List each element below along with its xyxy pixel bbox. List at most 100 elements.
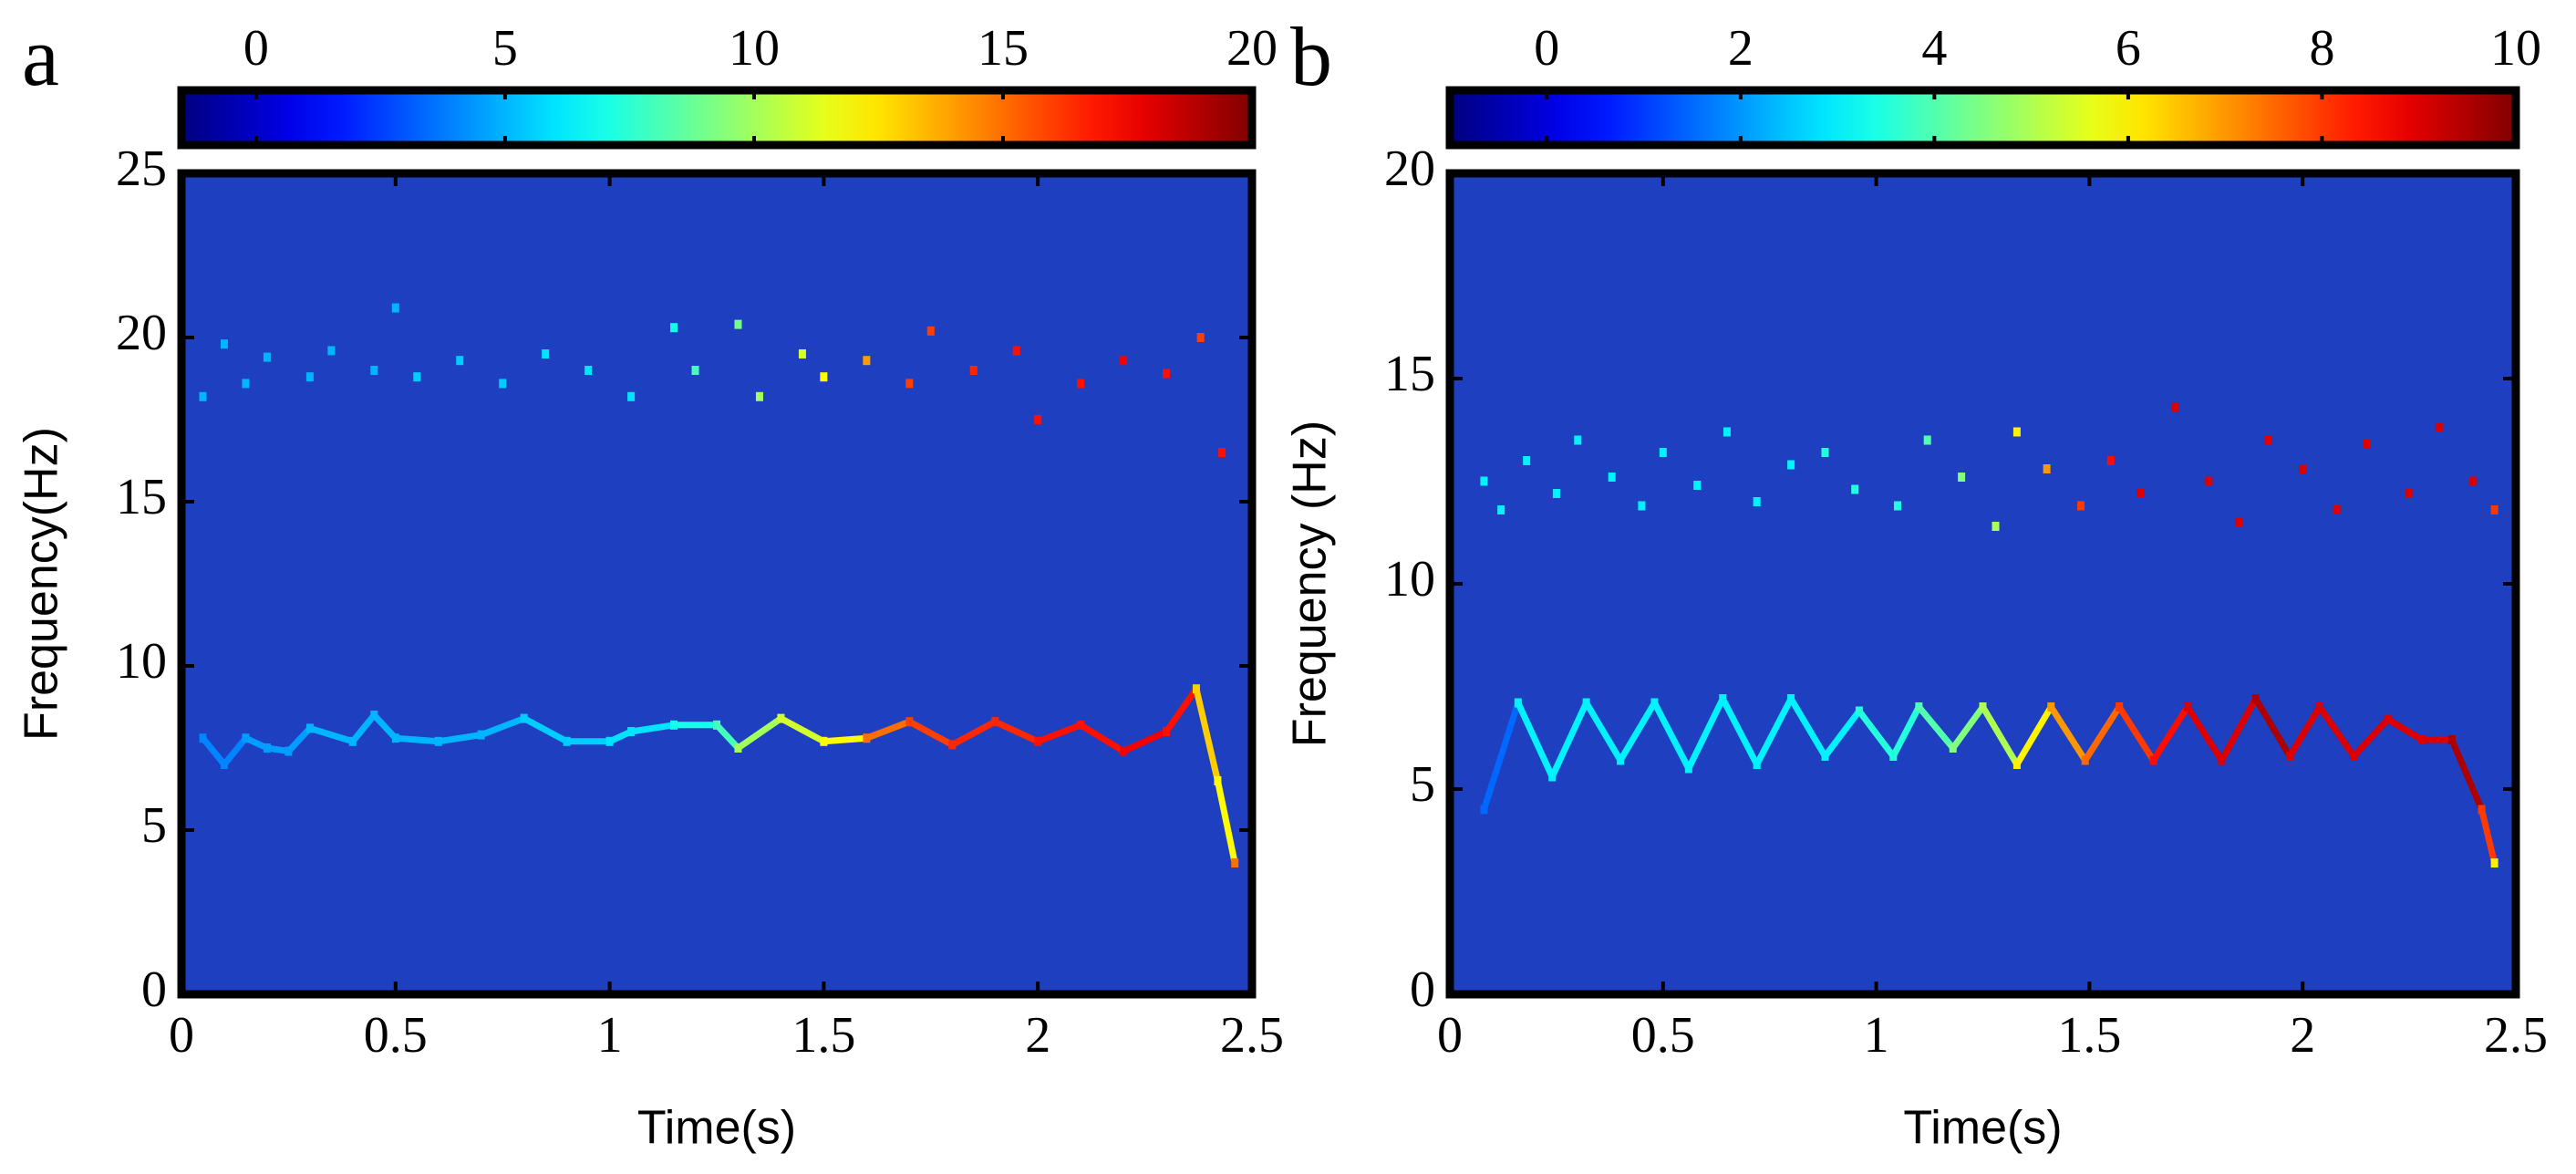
x-tick-label: 2 — [1025, 1007, 1050, 1064]
ridge-segment — [2048, 705, 2088, 763]
ridge-segment — [1651, 701, 1691, 771]
point — [1753, 497, 1761, 506]
point — [2012, 760, 2021, 769]
point — [2264, 435, 2272, 445]
point — [2047, 702, 2055, 712]
point — [1497, 505, 1505, 514]
y-tick-label: 5 — [141, 797, 167, 854]
point — [991, 717, 999, 727]
colorbar-tick-label: 2 — [1728, 20, 1754, 77]
ridge-segment — [1916, 704, 1956, 751]
point — [220, 339, 228, 349]
y-axis-label: Frequency(Hz) — [16, 427, 68, 741]
ridge-segment — [1890, 705, 1922, 758]
point — [1214, 776, 1222, 785]
x-tick-label: 2.5 — [1220, 1007, 1284, 1064]
ridge-segment — [2219, 697, 2259, 763]
panel-label: a — [22, 10, 59, 103]
point — [1889, 752, 1898, 761]
point — [456, 356, 464, 366]
point — [305, 372, 314, 382]
y-axis-label: Frequency (Hz) — [1284, 421, 1337, 747]
ridge-segment — [2351, 717, 2391, 759]
point — [734, 319, 742, 329]
point — [1923, 435, 1931, 445]
y-tick-label: 15 — [1384, 346, 1435, 402]
point — [327, 346, 336, 356]
point — [1659, 448, 1667, 457]
point — [1034, 415, 1042, 424]
point — [305, 723, 314, 733]
y-tick-label: 0 — [141, 961, 167, 1018]
colorbar-tick-label: 0 — [1534, 20, 1559, 77]
point — [1949, 743, 1957, 753]
ridge-segment — [1164, 687, 1199, 734]
y-tick-label: 20 — [116, 305, 167, 361]
ridge-segment — [395, 734, 440, 745]
point — [1480, 805, 1488, 815]
point — [2384, 714, 2392, 724]
point — [2286, 752, 2294, 761]
point — [926, 326, 935, 336]
point — [2333, 505, 2341, 514]
ridge-segment — [2013, 705, 2054, 766]
point — [2043, 464, 2051, 473]
point — [1523, 456, 1531, 465]
point — [1821, 752, 1829, 761]
x-tick-label: 1 — [597, 1007, 623, 1064]
ridge-segment — [823, 734, 867, 745]
ridge-segment — [1950, 704, 1986, 751]
colorbar — [177, 86, 1257, 150]
point — [370, 711, 378, 720]
point — [1991, 522, 2000, 531]
point — [1684, 764, 1692, 774]
ridge-segment — [2184, 705, 2225, 763]
y-tick-label: 0 — [1410, 961, 1435, 1018]
ridge-segment — [630, 722, 675, 735]
point — [1034, 736, 1042, 746]
ridge-segment — [736, 715, 783, 751]
point — [1851, 484, 1859, 494]
point — [1480, 476, 1488, 486]
ridge-segment — [2150, 705, 2190, 763]
point — [1196, 333, 1205, 342]
point — [2170, 402, 2178, 412]
ridge-segment — [480, 715, 525, 738]
point — [798, 349, 806, 358]
ridge-segment — [1549, 701, 1589, 778]
point — [542, 349, 550, 358]
point — [691, 366, 699, 375]
colorbar-tick-label: 5 — [492, 20, 518, 77]
point — [1574, 435, 1582, 445]
ridge-segment — [2116, 705, 2157, 763]
point — [2235, 517, 2243, 527]
point — [2299, 464, 2307, 473]
x-axis-label: Time(s) — [637, 1102, 796, 1155]
point — [1650, 698, 1659, 708]
panel-label: b — [1290, 10, 1332, 103]
colorbar-tick-label: 0 — [243, 20, 269, 77]
point — [370, 366, 378, 375]
point — [1608, 473, 1616, 482]
x-tick-label: 0.5 — [1631, 1007, 1695, 1064]
point — [2447, 735, 2456, 744]
point — [1582, 698, 1590, 708]
colorbar-tick-label: 6 — [2116, 20, 2141, 77]
ridge-segment — [1720, 697, 1760, 766]
ridge-segment — [907, 719, 954, 748]
point — [1077, 720, 1085, 730]
point — [2116, 702, 2124, 712]
ridge-segment — [1822, 709, 1862, 759]
ridge-segment — [1079, 722, 1125, 754]
point — [969, 366, 978, 375]
point — [1958, 473, 1966, 482]
y-tick-label: 5 — [1410, 756, 1435, 813]
point — [905, 379, 914, 389]
ridge-segment — [1754, 697, 1795, 766]
point — [520, 713, 528, 723]
point — [1552, 489, 1560, 498]
point — [477, 730, 485, 740]
ridge-segment — [993, 719, 1040, 744]
point — [1787, 694, 1795, 703]
